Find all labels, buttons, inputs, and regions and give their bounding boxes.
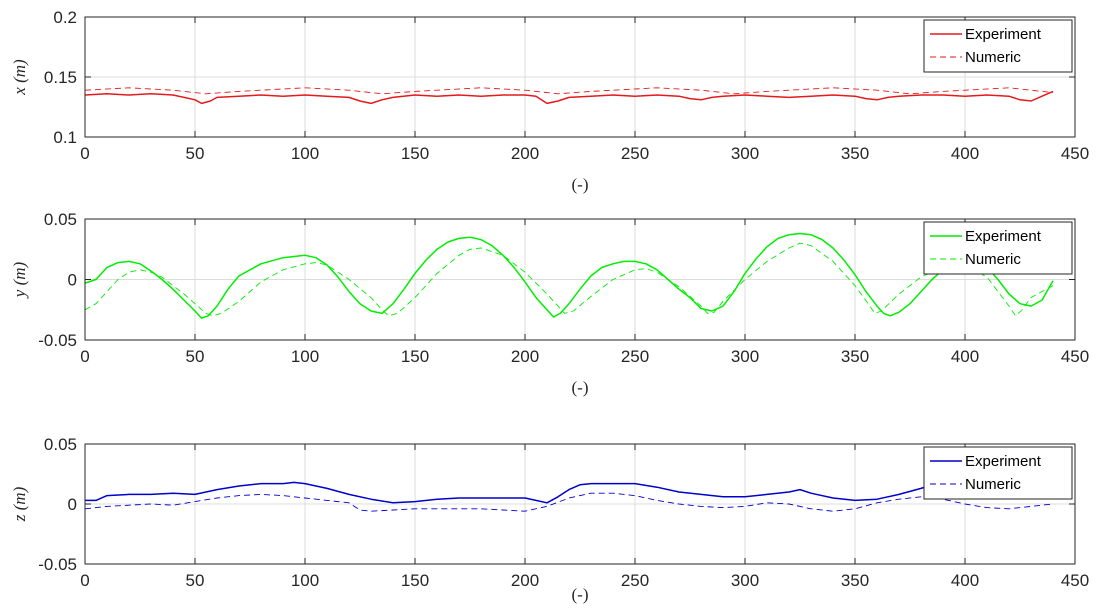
x-tick-label: 250 [621,571,649,590]
y-tick-label: 0 [68,271,77,290]
series-line-numeric [84,242,1054,317]
y-tick-label: 0.15 [44,68,77,87]
x-tick-label: 150 [401,144,429,163]
x-axis-label: (-) [572,378,589,397]
series-line-experiment [84,90,1054,105]
x-tick-label: 0 [80,144,89,163]
legend-label-experiment: Experiment [965,228,1042,245]
y-axis-label: z (m) [10,486,29,522]
x-axis-label: (-) [572,175,589,194]
x-tick-label: 350 [841,571,869,590]
series-line-numeric [84,87,1054,95]
x-tick-label: 300 [731,347,759,366]
y-axis-label: y (m) [10,261,29,299]
x-tick-label: 350 [841,347,869,366]
legend: Experiment Numeric [923,221,1073,275]
subplot-2: 0 50 100 150 200 250 300 350 400 450-0.0500.05(-)… [10,210,1089,397]
x-tick-label: 300 [731,144,759,163]
x-tick-label: 200 [511,347,539,366]
legend: Experiment Numeric [923,446,1073,500]
x-tick-label: 250 [621,144,649,163]
y-tick-label: -0.05 [38,331,77,350]
x-tick-label: 150 [401,347,429,366]
x-tick-label: 400 [951,571,979,590]
y-tick-label: -0.05 [38,555,77,574]
subplot-3: 0 50 100 150 200 250 300 350 400 450-0.0500.05(-)… [10,435,1089,604]
x-axis-label: (-) [572,585,589,604]
legend-label-experiment: Experiment [965,26,1042,43]
series-line-numeric [84,492,1054,512]
subplot-1: 0 50 100 150 200 250 300 350 400 450 0.1 0.15 0.2 (-)… [10,8,1089,194]
legend-box [923,446,1073,500]
x-tick-label: 0 [80,347,89,366]
x-tick-label: 450 [1061,144,1089,163]
y-tick-label: 0.05 [44,435,77,454]
x-tick-label: 250 [621,347,649,366]
series-line-experiment [84,232,1054,319]
series-line-experiment [85,481,944,504]
x-tick-label: 50 [186,144,205,163]
y-tick-label: 0.2 [53,8,77,27]
legend-label-numeric: Numeric [965,476,1021,493]
x-tick-label: 200 [511,144,539,163]
legend: Experiment Numeric [923,19,1073,73]
x-tick-label: 100 [291,347,319,366]
x-tick-label: 0 [80,571,89,590]
x-tick-label: 300 [731,571,759,590]
x-tick-label: 400 [951,144,979,163]
legend-label-experiment: Experiment [965,453,1042,470]
x-tick-label: 100 [291,144,319,163]
y-axis-label: x (m) [10,59,29,96]
x-tick-label: 150 [401,571,429,590]
y-tick-label: 0.05 [44,210,77,229]
x-tick-label: 50 [186,571,205,590]
x-tick-label: 350 [841,144,869,163]
x-tick-label: 450 [1061,571,1089,590]
x-tick-label: 200 [511,571,539,590]
x-tick-label: 450 [1061,347,1089,366]
x-tick-label: 400 [951,347,979,366]
legend-box [923,19,1073,73]
y-tick-label: 0.1 [53,128,77,147]
legend-label-numeric: Numeric [965,49,1021,66]
x-tick-label: 100 [291,571,319,590]
legend-label-numeric: Numeric [965,251,1021,268]
y-tick-label: 0 [68,495,77,514]
legend-box [923,221,1073,275]
x-tick-label: 50 [186,347,205,366]
